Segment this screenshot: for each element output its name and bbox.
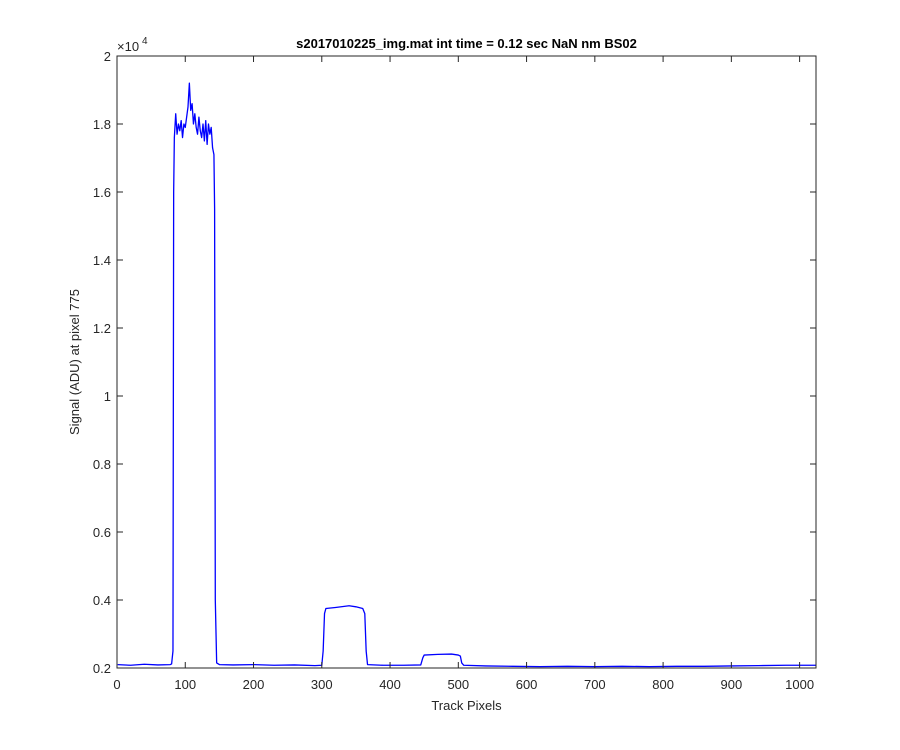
y-tick-label: 1.8: [93, 117, 111, 132]
y-exponent-power: 4: [142, 36, 148, 47]
x-tick-label: 500: [447, 677, 469, 692]
y-tick-label: 1: [104, 389, 111, 404]
x-tick-label: 400: [379, 677, 401, 692]
y-exponent-base: ×10: [117, 39, 139, 54]
x-axis-ticks: 0 100 200 300 400 500 600 700 800 900 1000: [113, 56, 814, 692]
y-tick-label: 1.2: [93, 321, 111, 336]
y-tick-label: 0.8: [93, 457, 111, 472]
y-tick-label: 2: [104, 49, 111, 64]
y-exponent-label: ×10 4: [117, 36, 148, 54]
y-axis-label: Signal (ADU) at pixel 775: [67, 289, 82, 435]
y-tick-label: 0.6: [93, 525, 111, 540]
plot-frame: [116, 55, 817, 669]
y-tick-label: 0.2: [93, 661, 111, 676]
x-tick-label: 300: [311, 677, 333, 692]
y-tick-label: 1.4: [93, 253, 111, 268]
x-tick-label: 600: [516, 677, 538, 692]
x-tick-label: 200: [243, 677, 265, 692]
x-axis-label: Track Pixels: [431, 698, 502, 713]
x-tick-label: 800: [652, 677, 674, 692]
y-axis-ticks: 0.2 0.4 0.6 0.8 1 1.2 1.4 1.6 1.8 2: [93, 49, 816, 676]
signal-series-line: [117, 82, 816, 668]
x-tick-label: 100: [174, 677, 196, 692]
chart-title: s2017010225_img.mat int time = 0.12 sec …: [296, 36, 637, 51]
x-tick-label: 700: [584, 677, 606, 692]
plot-area: [117, 56, 816, 668]
x-tick-label: 900: [721, 677, 743, 692]
y-tick-label: 1.6: [93, 185, 111, 200]
x-tick-label: 0: [113, 677, 120, 692]
y-tick-label: 0.4: [93, 593, 111, 608]
x-tick-label: 1000: [785, 677, 814, 692]
